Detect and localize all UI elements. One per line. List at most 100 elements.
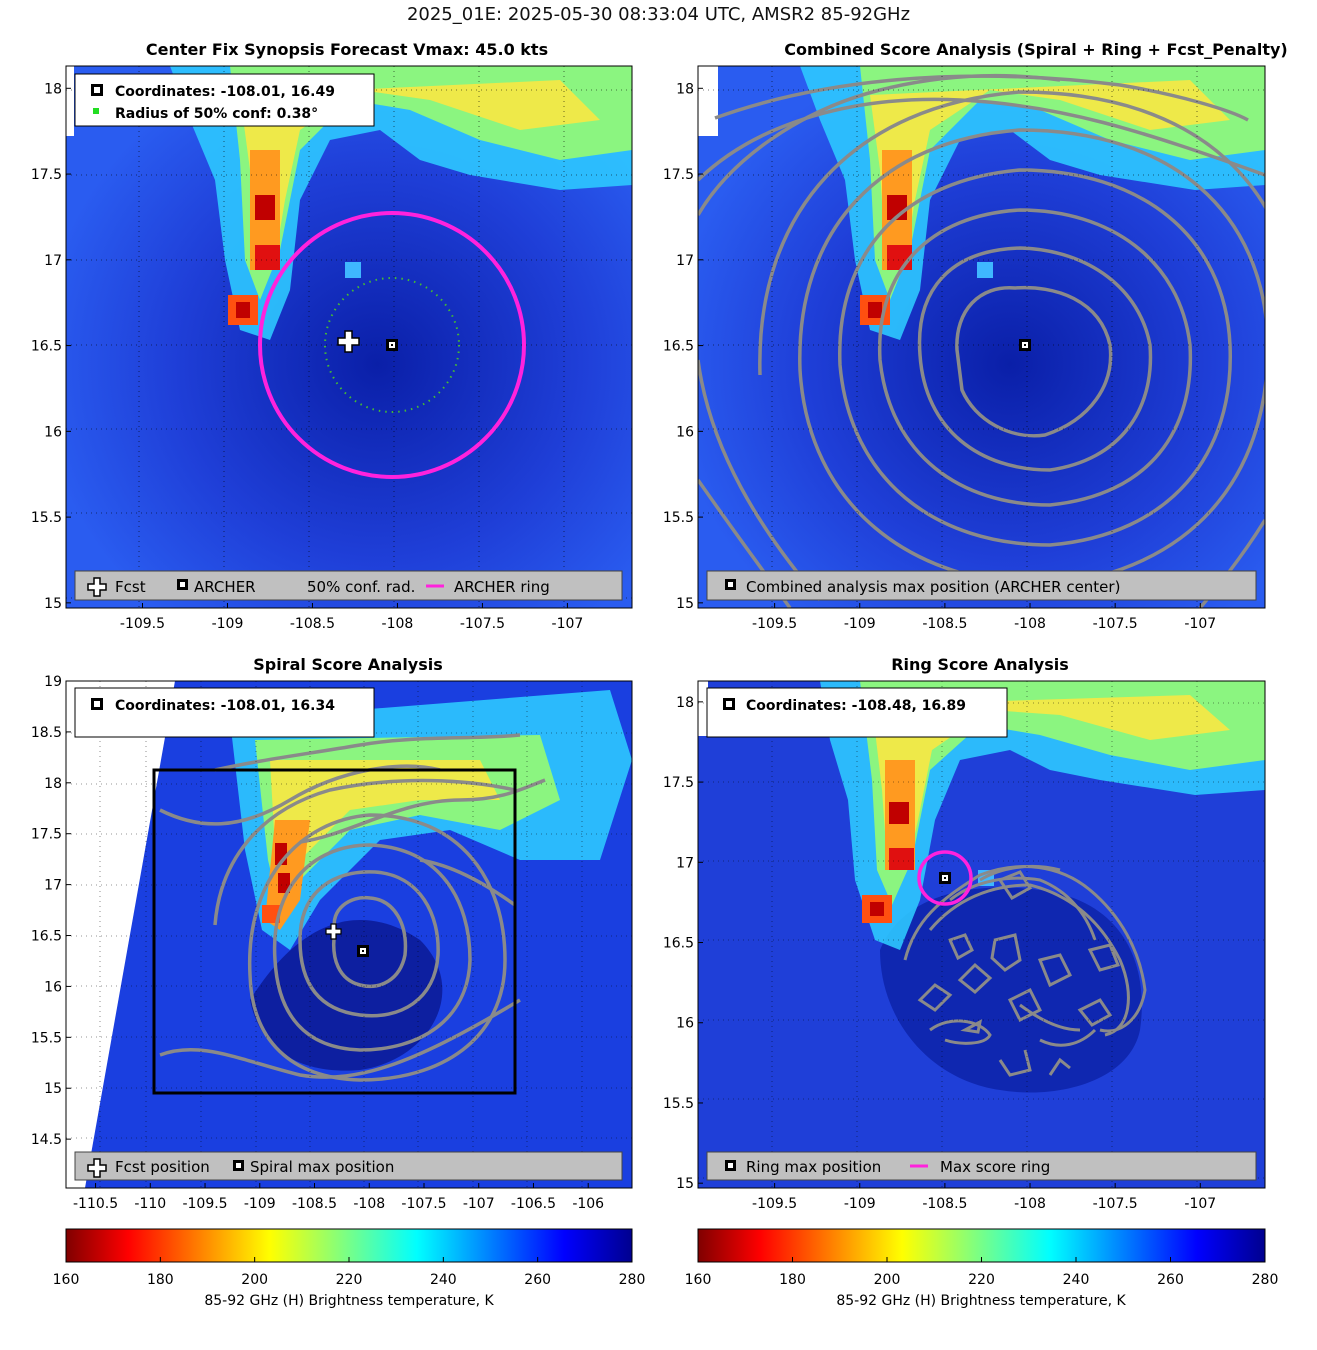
y-tick-label: 16.5: [31, 339, 62, 355]
colorbar-left: 160 180 200 220 240 260 280 85-92 GHz (H) Brig…: [53, 1228, 646, 1309]
y-tick-label: 17: [44, 878, 62, 894]
x-tick-label: -109.5: [752, 616, 797, 632]
spiral-fcst-marker: [325, 923, 342, 940]
y-tick-label: 17: [44, 253, 62, 269]
conf-radius-ring: [324, 277, 460, 413]
x-tick-label: -107.5: [460, 616, 505, 632]
synopsis-legend: Fcst ARCHER 50% conf. rad. ARCHER ring: [74, 570, 623, 601]
y-tick-label: 15: [676, 1176, 694, 1192]
y-tick-label: 16: [44, 979, 62, 995]
legend-spiral-fcst: Fcst position: [115, 1158, 210, 1176]
colorbar-tick-label: 180: [779, 1272, 806, 1288]
panel-ring: Ring Score Analysis: [663, 655, 1266, 1212]
ring-frame: [697, 680, 1266, 1189]
colorbar-left-label: 85-92 GHz (H) Brightness temperature, K: [204, 1293, 494, 1309]
spiral-info-box: Coordinates: -108.01, 16.34: [74, 687, 375, 738]
ring-max-score-ring: [917, 850, 973, 906]
y-tick-label: 17: [676, 855, 694, 871]
fcst-marker: [337, 330, 360, 353]
ring-image: [698, 681, 1265, 1188]
y-tick-label: 18.5: [31, 725, 62, 741]
figure-title: 2025_01E: 2025-05-30 08:33:04 UTC, AMSR2…: [406, 4, 911, 25]
ring-info-box: Coordinates: -108.48, 16.89: [706, 687, 1008, 738]
x-tick-label: -109.5: [120, 616, 165, 632]
y-tick-label: 17.5: [31, 827, 62, 843]
colorbar-tick-label: 160: [685, 1272, 712, 1288]
synopsis-info-box: Coordinates: -108.01, 16.49 Radius of 50…: [74, 73, 375, 127]
colorbar-tick-label: 220: [336, 1272, 363, 1288]
x-tick-label: -107.5: [1093, 1196, 1138, 1212]
spiral-coordinates: Coordinates: -108.01, 16.34: [115, 698, 335, 714]
x-tick-label: -107: [552, 616, 584, 632]
y-tick-label: 18: [676, 695, 694, 711]
y-tick-label: 18: [44, 81, 62, 97]
colorbar-tick-label: 160: [53, 1272, 80, 1288]
panel-synopsis: Center Fix Synopsis Forecast Vmax: 45.0 …: [31, 40, 633, 632]
x-tick-label: -108: [353, 1196, 385, 1212]
colorbar-tick-label: 240: [430, 1272, 457, 1288]
x-tick-label: -109.5: [752, 1196, 797, 1212]
combined-gridlines: [698, 66, 1265, 608]
x-tick-label: -107: [463, 1196, 495, 1212]
spiral-axes: -110.5 -110 -109.5 -109 -108.5 -108 -107.5 -107…: [31, 674, 604, 1212]
legend-archer: ARCHER: [194, 578, 256, 596]
x-tick-label: -109: [844, 1196, 876, 1212]
combined-title: Combined Score Analysis (Spiral + Ring +…: [784, 40, 1287, 59]
spiral-legend: Fcst position Spiral max position: [74, 1151, 623, 1181]
y-tick-label: 15: [44, 1081, 62, 1097]
y-tick-label: 16.5: [663, 339, 694, 355]
legend-ring-max: Ring max position: [746, 1158, 881, 1176]
x-tick-label: -107: [1184, 1196, 1216, 1212]
y-tick-label: 16.5: [663, 936, 694, 952]
y-tick-label: 19: [44, 674, 62, 690]
y-tick-label: 16: [44, 424, 62, 440]
panel-combined: Combined Score Analysis (Spiral + Ring +…: [663, 40, 1288, 632]
x-tick-label: -108.5: [922, 1196, 967, 1212]
x-tick-label: -108.5: [922, 616, 967, 632]
ring-legend: Ring max position Max score ring: [706, 1151, 1257, 1181]
x-tick-label: -106.5: [511, 1196, 556, 1212]
x-tick-label: -108.5: [292, 1196, 337, 1212]
y-tick-label: 18: [676, 81, 694, 97]
y-tick-label: 15.5: [31, 1030, 62, 1046]
y-tick-label: 15: [44, 596, 62, 612]
y-tick-label: 16: [676, 1016, 694, 1032]
colorbar-tick-label: 220: [968, 1272, 995, 1288]
colorbar-tick-label: 240: [1063, 1272, 1090, 1288]
synopsis-title: Center Fix Synopsis Forecast Vmax: 45.0 …: [146, 40, 548, 59]
legend-archer-ring: ARCHER ring: [454, 578, 550, 596]
spiral-image: [66, 681, 632, 1188]
colorbar-tick-label: 260: [524, 1272, 551, 1288]
archer-ring: [258, 211, 526, 479]
y-tick-label: 17.5: [31, 167, 62, 183]
y-tick-label: 18: [44, 776, 62, 792]
archer-center-marker: [386, 339, 398, 351]
synopsis-frame: [65, 65, 633, 609]
x-tick-label: -107.5: [1093, 616, 1138, 632]
y-tick-label: 16: [676, 424, 694, 440]
ring-coordinates: Coordinates: -108.48, 16.89: [746, 698, 966, 714]
colorbar-tick-label: 260: [1157, 1272, 1184, 1288]
spiral-frame: [65, 680, 633, 1189]
combined-frame: [697, 65, 1266, 609]
legend-fcst: Fcst: [115, 578, 146, 596]
ring-contours: [903, 864, 1147, 1077]
spiral-search-box: [152, 768, 517, 1095]
legend-combined-max: Combined analysis max position (ARCHER c…: [746, 578, 1120, 596]
x-tick-label: -109: [244, 1196, 276, 1212]
spiral-contours: [159, 733, 546, 1082]
colorbar-tick-label: 280: [619, 1272, 646, 1288]
legend-spiral-max: Spiral max position: [250, 1158, 394, 1176]
panel-spiral: Spiral Score Analysis: [31, 655, 633, 1212]
x-tick-label: -109: [212, 616, 244, 632]
x-tick-label: -108: [1014, 1196, 1046, 1212]
x-tick-label: -110: [134, 1196, 166, 1212]
y-tick-label: 16.5: [31, 929, 62, 945]
ring-max-marker: [939, 872, 951, 884]
colorbar-tick-label: 200: [241, 1272, 268, 1288]
y-tick-label: 15: [676, 596, 694, 612]
combined-legend: Combined analysis max position (ARCHER c…: [706, 570, 1257, 601]
combined-max-marker: [1019, 339, 1031, 351]
ring-axes: -109.5 -109 -108.5 -108 -107.5 -107 15 15.5 16 16…: [663, 695, 1216, 1212]
